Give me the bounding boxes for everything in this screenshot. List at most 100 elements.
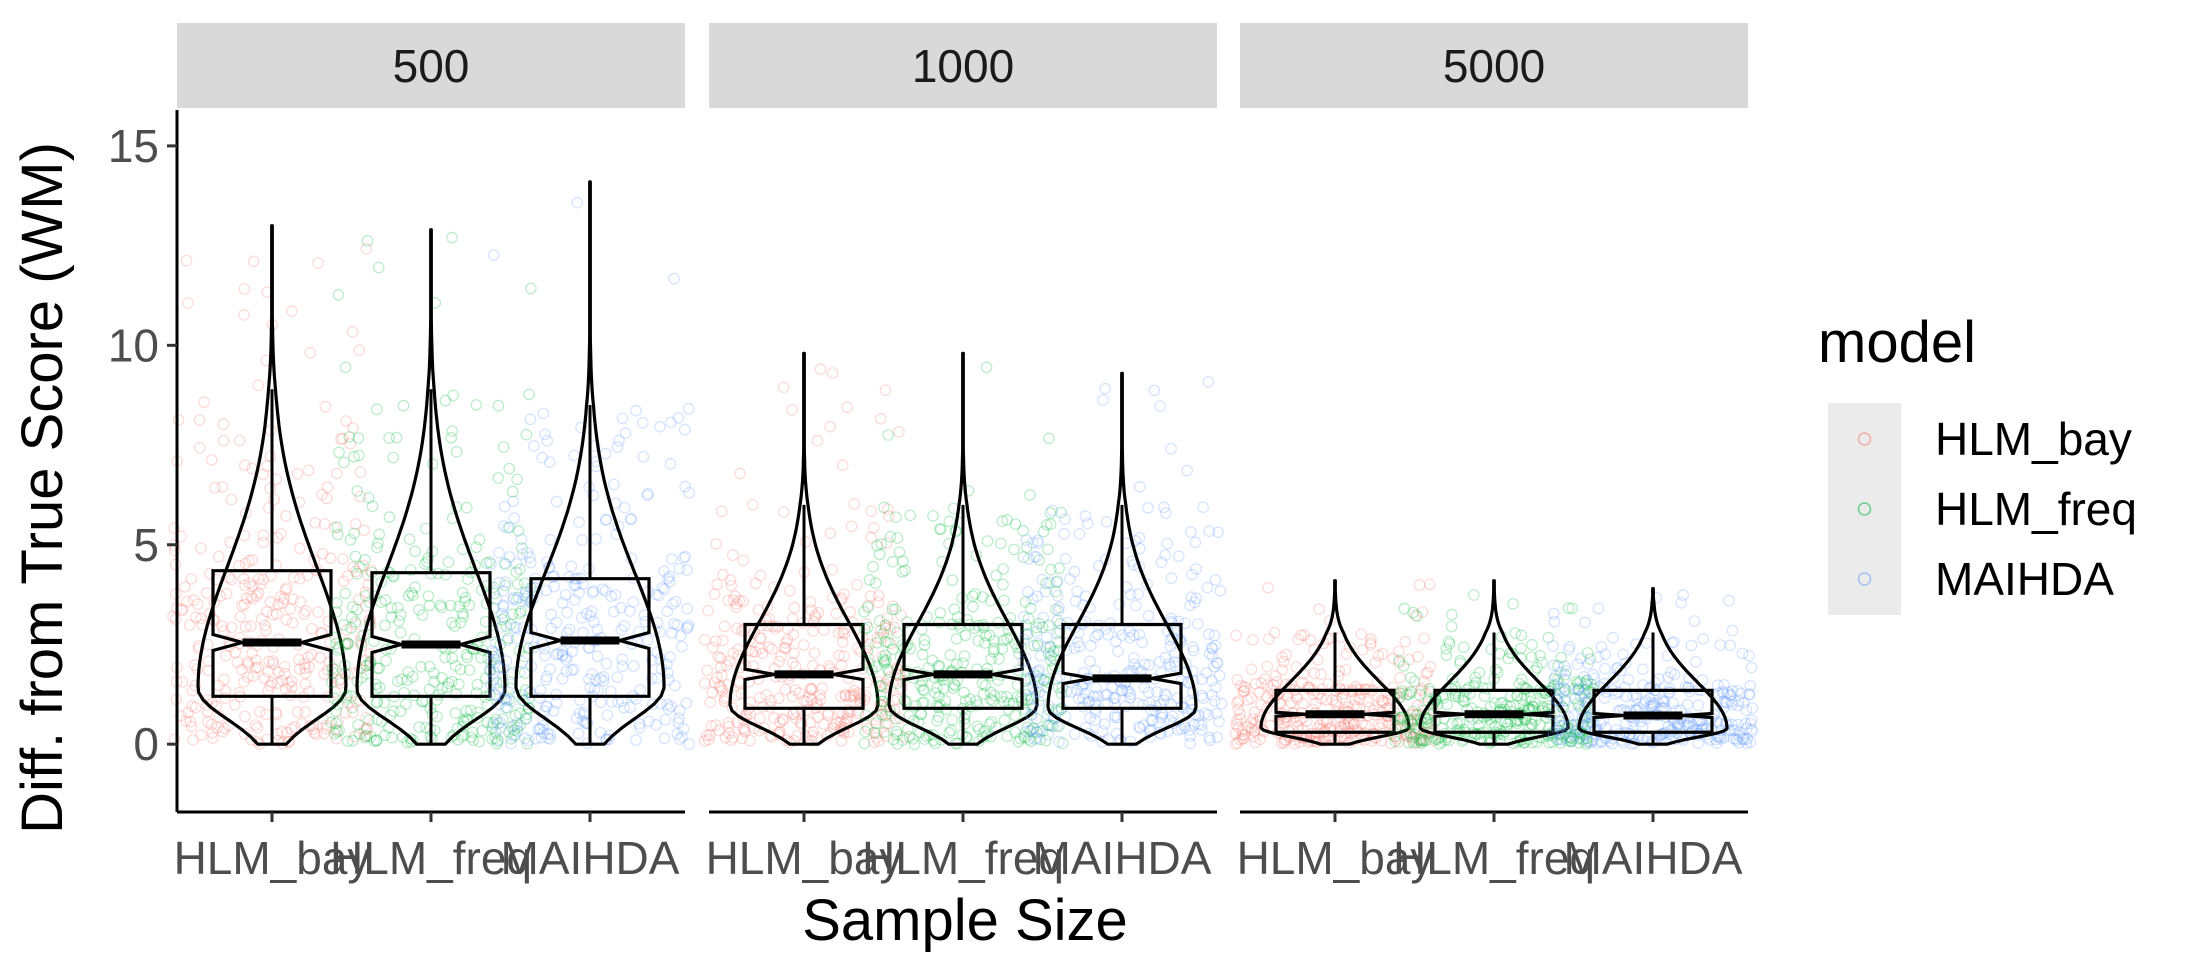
data-point [977,621,990,634]
data-point [282,677,295,689]
data-point [841,401,853,414]
data-point [780,637,792,649]
data-point [1029,685,1042,698]
data-point [239,727,251,740]
y-axis-title: Diff. from True Score (WM) [10,142,75,834]
data-point [817,718,830,730]
data-point [1365,633,1377,645]
data-point [336,432,349,445]
data-point [803,690,815,703]
data-point [251,721,264,734]
data-point [1562,730,1574,743]
data-point [1388,730,1401,742]
data-point [1036,621,1049,634]
data-point [619,427,632,440]
data-point [1165,442,1177,455]
data-point [1414,736,1427,748]
facet-panels: 500HLM_bayHLM_freqMAIHDA1000HLM_bayHLM_f… [167,23,1759,884]
data-point [512,591,525,604]
data-point [1096,735,1108,748]
data-point [642,715,655,728]
data-point [863,657,876,670]
data-point [1032,534,1044,547]
data-point [200,587,213,599]
data-point [1064,573,1076,585]
data-point [312,257,324,269]
data-point [723,727,736,739]
data-point [1183,724,1196,736]
data-point [896,555,909,567]
data-point [304,346,317,359]
data-point [543,456,556,468]
data-point [863,574,876,586]
data-point [988,689,1001,702]
data-point [585,605,598,617]
data-point [1037,611,1049,624]
data-point [1032,639,1044,652]
data-point [1211,731,1224,744]
data-point [252,587,265,599]
data-point [519,712,532,725]
data-point [875,680,888,692]
data-point [454,663,467,676]
data-point [282,735,295,748]
data-point [354,466,367,478]
data-point [444,599,457,612]
data-point [359,729,372,742]
data-point [777,381,790,394]
data-point [521,546,534,559]
data-point [364,730,377,743]
data-point [677,551,690,564]
data-point [287,571,300,584]
data-point [1554,715,1566,727]
data-point [556,645,569,658]
data-point [658,565,670,577]
data-point [1242,694,1254,706]
data-point [919,733,931,745]
data-point [926,654,939,667]
data-point [1411,699,1424,712]
data-point [1099,689,1112,701]
data-point [1022,683,1035,696]
data-point [895,682,908,694]
data-point [491,735,504,747]
data-point [331,698,344,711]
data-point [1102,628,1114,641]
data-point [1392,713,1404,726]
data-point [900,640,912,652]
data-point [879,619,892,631]
data-point [990,569,1003,582]
data-point [1403,653,1415,666]
data-point [716,684,728,697]
data-point [333,641,345,654]
data-point [1050,704,1063,716]
data-point [565,560,578,572]
data-point [1555,651,1567,664]
data-point [1213,715,1225,728]
data-point [487,650,500,663]
data-point [395,673,408,686]
data-point [798,694,810,707]
data-point [681,602,693,615]
data-point [1411,714,1424,726]
data-point [599,585,612,597]
data-point [373,662,385,675]
data-point [1193,718,1205,730]
data-point [766,620,779,633]
data-point [1059,552,1072,565]
data-point [910,699,922,712]
data-point [237,572,250,585]
data-point [252,379,265,392]
data-point [384,709,397,721]
data-point [987,646,1000,658]
data-point [945,724,957,737]
data-point [330,705,342,717]
data-point [259,619,271,632]
data-point [486,721,499,734]
data-point [441,681,454,693]
data-point [189,679,202,692]
data-point [678,423,691,436]
data-point [245,734,258,746]
data-point [1554,737,1567,749]
data-point [461,651,474,664]
